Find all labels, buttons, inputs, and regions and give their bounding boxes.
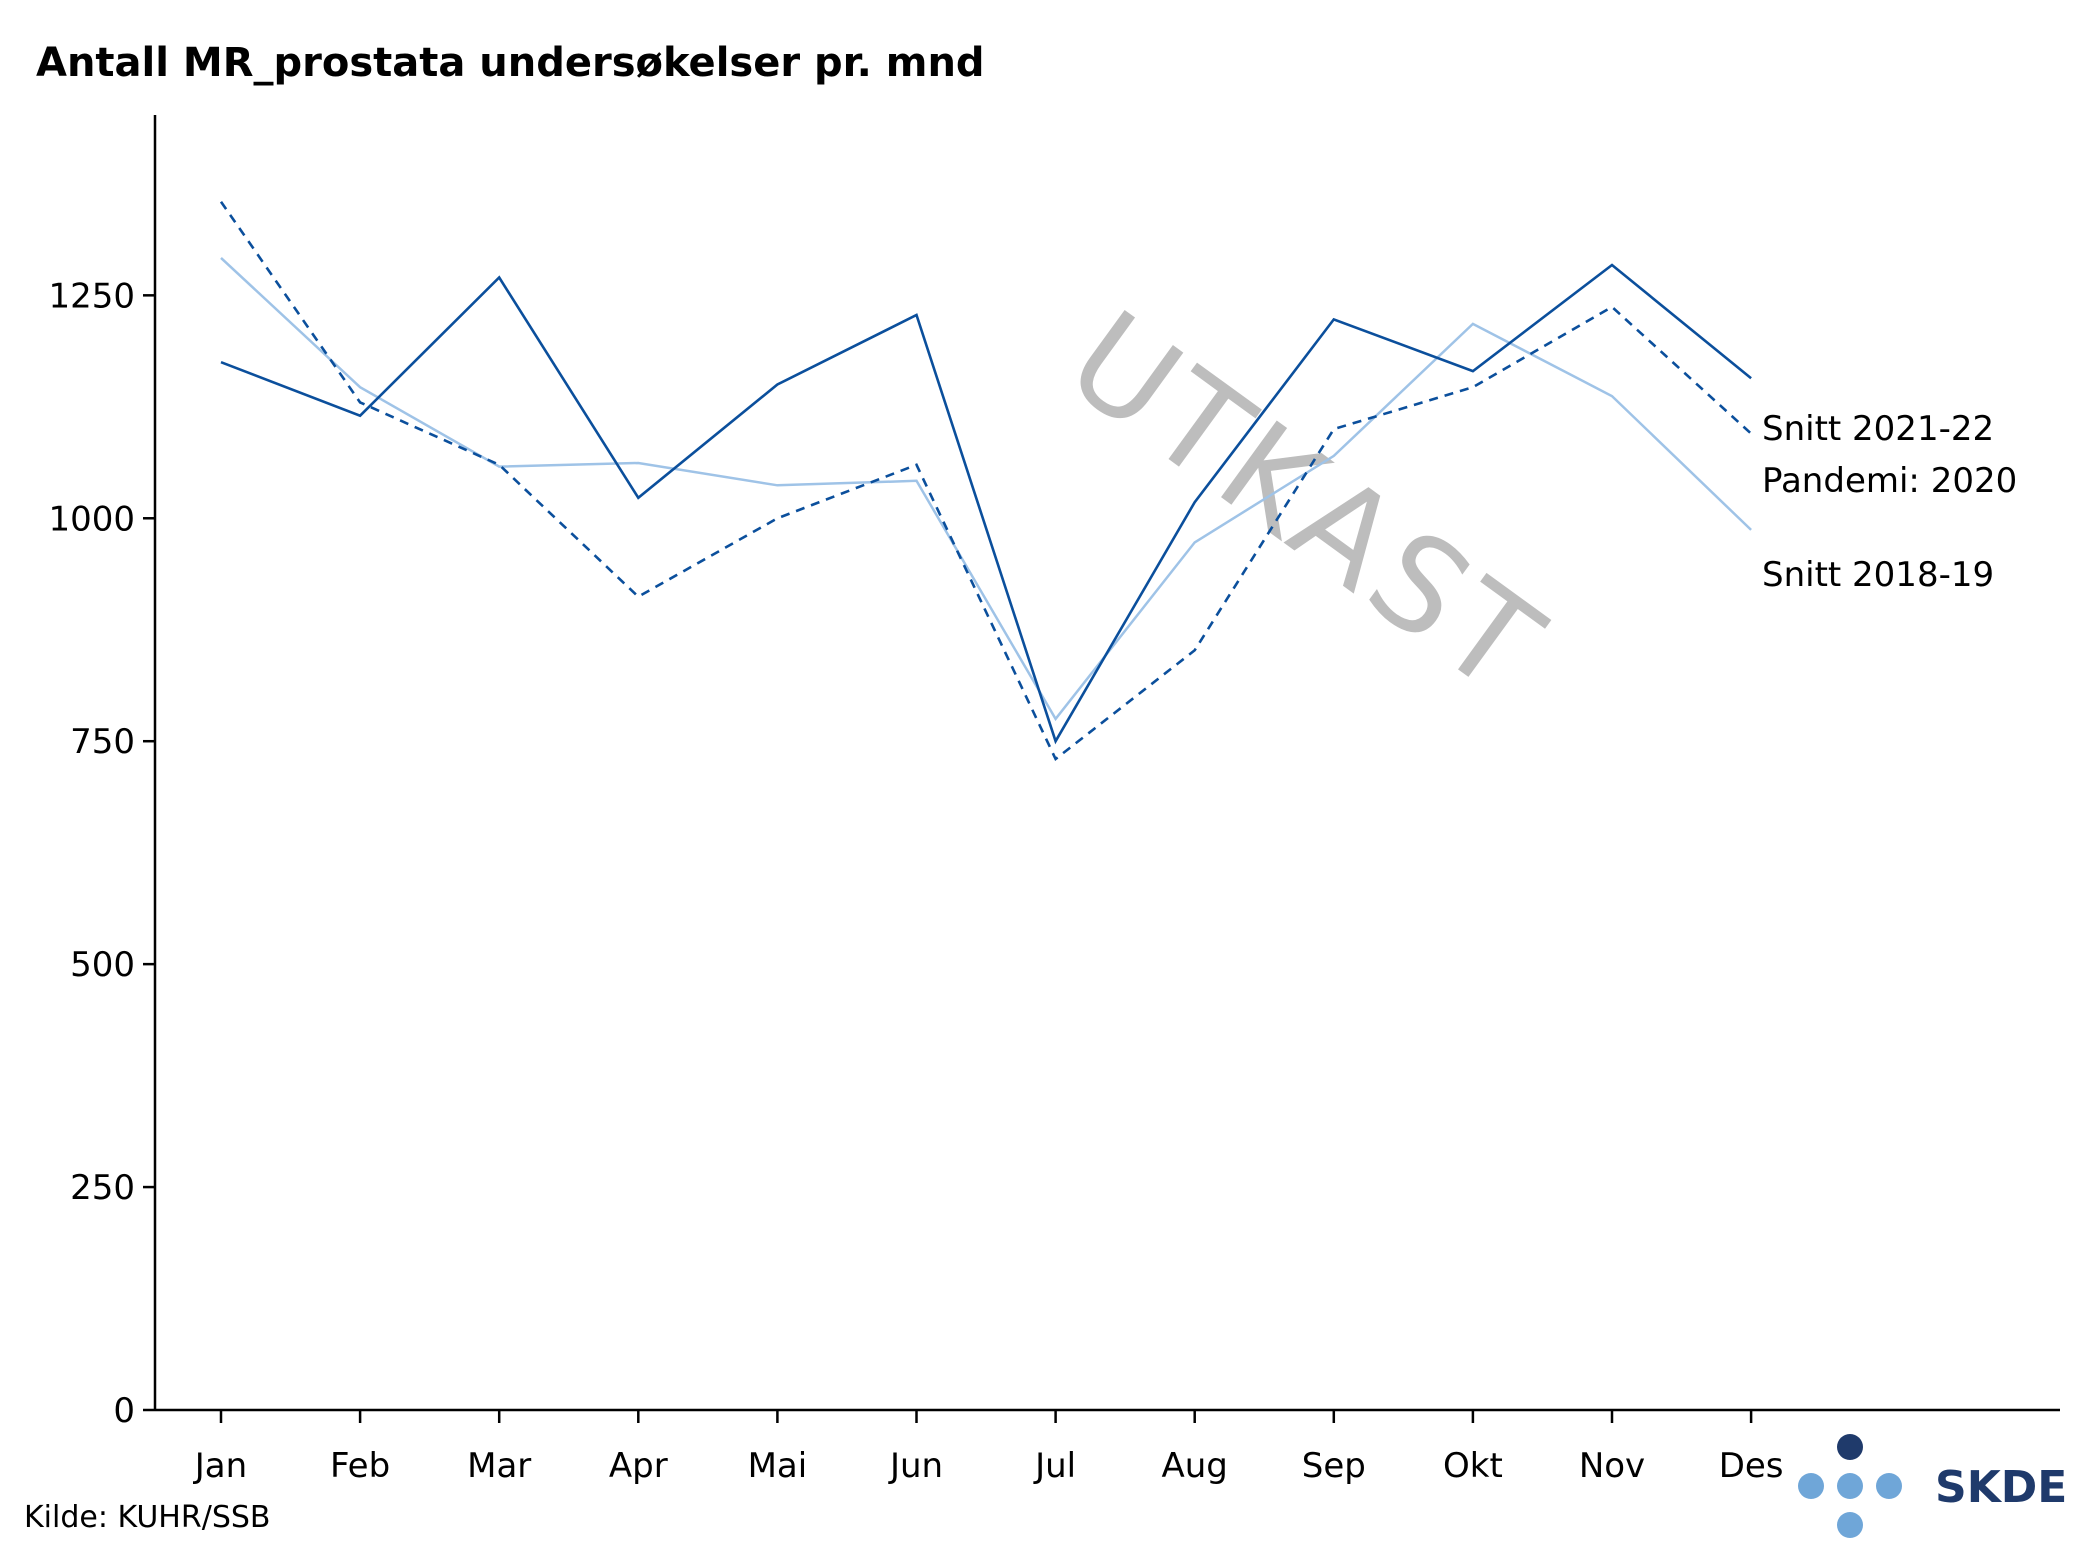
y-axis-ticks: 0 250 500 750 1000 1250 bbox=[48, 276, 155, 1431]
series-line-snitt-2021-22 bbox=[220, 263, 1752, 745]
watermark: UTKAST bbox=[1042, 282, 1572, 725]
logo-dot bbox=[1876, 1473, 1902, 1499]
x-tick-label: Okt bbox=[1443, 1446, 1503, 1486]
y-tick-label: 0 bbox=[113, 1391, 135, 1431]
x-tick-label: Mai bbox=[748, 1446, 808, 1486]
x-tick-label: Jul bbox=[1033, 1446, 1076, 1486]
y-tick-label: 500 bbox=[70, 945, 135, 985]
x-tick-label: Feb bbox=[330, 1446, 390, 1486]
series-label-pandemi-2020: Pandemi: 2020 bbox=[1762, 461, 2017, 501]
logo-text: SKDE bbox=[1935, 1462, 2067, 1513]
series-lines bbox=[219, 200, 1752, 762]
x-tick-label: Jun bbox=[888, 1446, 943, 1486]
series-label-snitt-2018-19: Snitt 2018-19 bbox=[1762, 555, 1994, 595]
chart-title: Antall MR_prostata undersøkelser pr. mnd bbox=[36, 40, 985, 86]
logo-dot bbox=[1837, 1473, 1863, 1499]
x-tick-label: Aug bbox=[1162, 1446, 1228, 1486]
skde-logo: SKDE bbox=[1798, 1434, 2067, 1538]
x-tick-label: Nov bbox=[1579, 1446, 1645, 1486]
series-label-snitt-2021-22: Snitt 2021-22 bbox=[1762, 409, 1994, 449]
logo-dot bbox=[1798, 1473, 1824, 1499]
series-line-pandemi-2020 bbox=[219, 200, 1752, 762]
source-note: Kilde: KUHR/SSB bbox=[24, 1500, 271, 1535]
x-tick-label: Des bbox=[1719, 1446, 1784, 1486]
x-tick-label: Sep bbox=[1302, 1446, 1366, 1486]
x-axis-ticks: Jan Feb Mar Apr Mai Jun Jul Aug Sep Okt Nov Des bbox=[193, 1410, 1784, 1486]
logo-dot bbox=[1837, 1512, 1863, 1538]
x-tick-label: Mar bbox=[467, 1446, 531, 1486]
x-tick-label: Apr bbox=[609, 1446, 668, 1486]
series-labels: Snitt 2021-22 Pandemi: 2020 Snitt 2018-19 bbox=[1762, 409, 2017, 595]
axes bbox=[153, 115, 2060, 1412]
x-tick-label: Jan bbox=[193, 1446, 247, 1486]
y-tick-label: 750 bbox=[70, 722, 135, 762]
y-tick-label: 250 bbox=[70, 1168, 135, 1208]
logo-dot bbox=[1837, 1434, 1863, 1460]
y-tick-label: 1250 bbox=[48, 276, 135, 316]
y-tick-label: 1000 bbox=[48, 499, 135, 539]
